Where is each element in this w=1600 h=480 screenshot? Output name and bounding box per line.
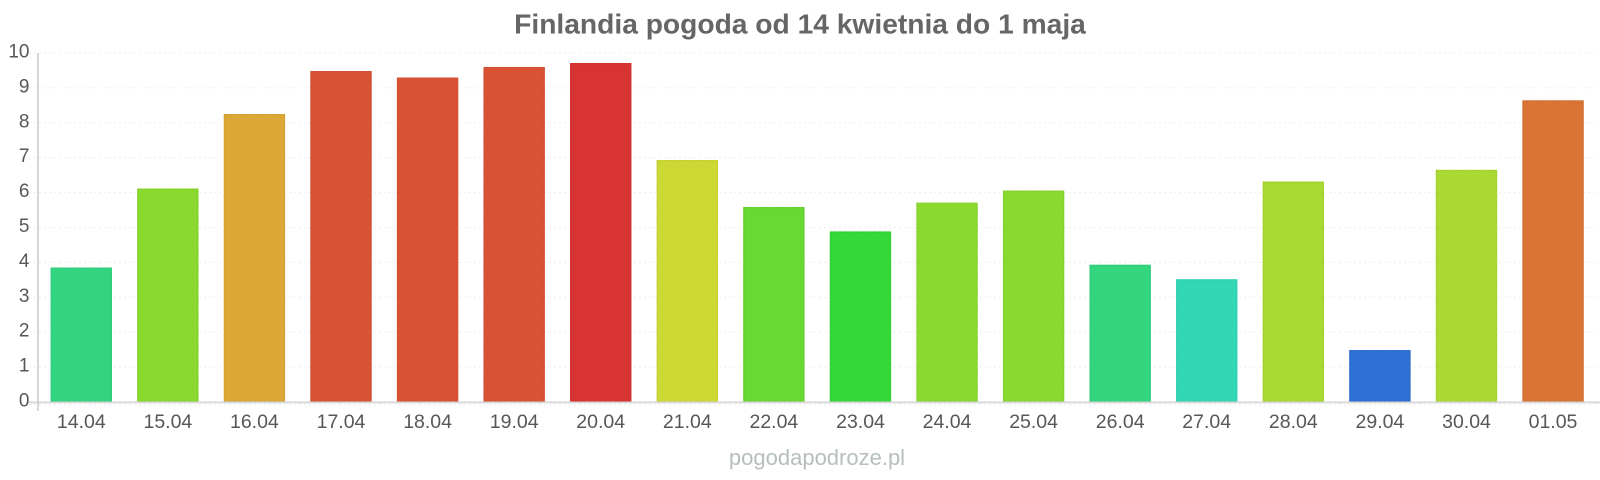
svg-text:27.04: 27.04 [1182, 411, 1231, 433]
svg-text:19.04: 19.04 [490, 411, 539, 433]
svg-text:8: 8 [19, 111, 30, 132]
svg-text:24.04: 24.04 [923, 411, 972, 433]
svg-text:2: 2 [19, 321, 30, 342]
svg-text:30.04: 30.04 [1442, 411, 1491, 433]
svg-text:7: 7 [19, 146, 30, 167]
svg-text:14.04: 14.04 [57, 411, 106, 433]
svg-text:28.04: 28.04 [1269, 411, 1318, 433]
svg-text:6: 6 [19, 181, 30, 202]
svg-text:15.04: 15.04 [143, 411, 192, 433]
svg-text:5: 5 [19, 216, 30, 237]
svg-text:17.04: 17.04 [317, 411, 366, 433]
svg-text:01.05: 01.05 [1529, 411, 1578, 433]
svg-text:21.04: 21.04 [663, 411, 712, 433]
svg-text:9: 9 [19, 76, 30, 97]
svg-text:23.04: 23.04 [836, 411, 885, 433]
svg-text:18.04: 18.04 [403, 411, 452, 433]
svg-text:26.04: 26.04 [1096, 411, 1145, 433]
svg-text:25.04: 25.04 [1009, 411, 1058, 433]
svg-text:4: 4 [19, 251, 30, 272]
svg-text:3: 3 [19, 286, 30, 307]
svg-text:1: 1 [19, 356, 30, 377]
svg-text:29.04: 29.04 [1355, 411, 1404, 433]
svg-text:Finlandia pogoda od 14 kwietni: Finlandia pogoda od 14 kwietnia do 1 maj… [514, 8, 1086, 40]
svg-text:20.04: 20.04 [576, 411, 625, 433]
svg-text:10: 10 [8, 42, 29, 63]
svg-text:22.04: 22.04 [749, 411, 798, 433]
svg-text:0: 0 [19, 391, 30, 412]
svg-text:16.04: 16.04 [230, 411, 279, 433]
svg-text:pogodapodroze.pl: pogodapodroze.pl [729, 445, 905, 470]
